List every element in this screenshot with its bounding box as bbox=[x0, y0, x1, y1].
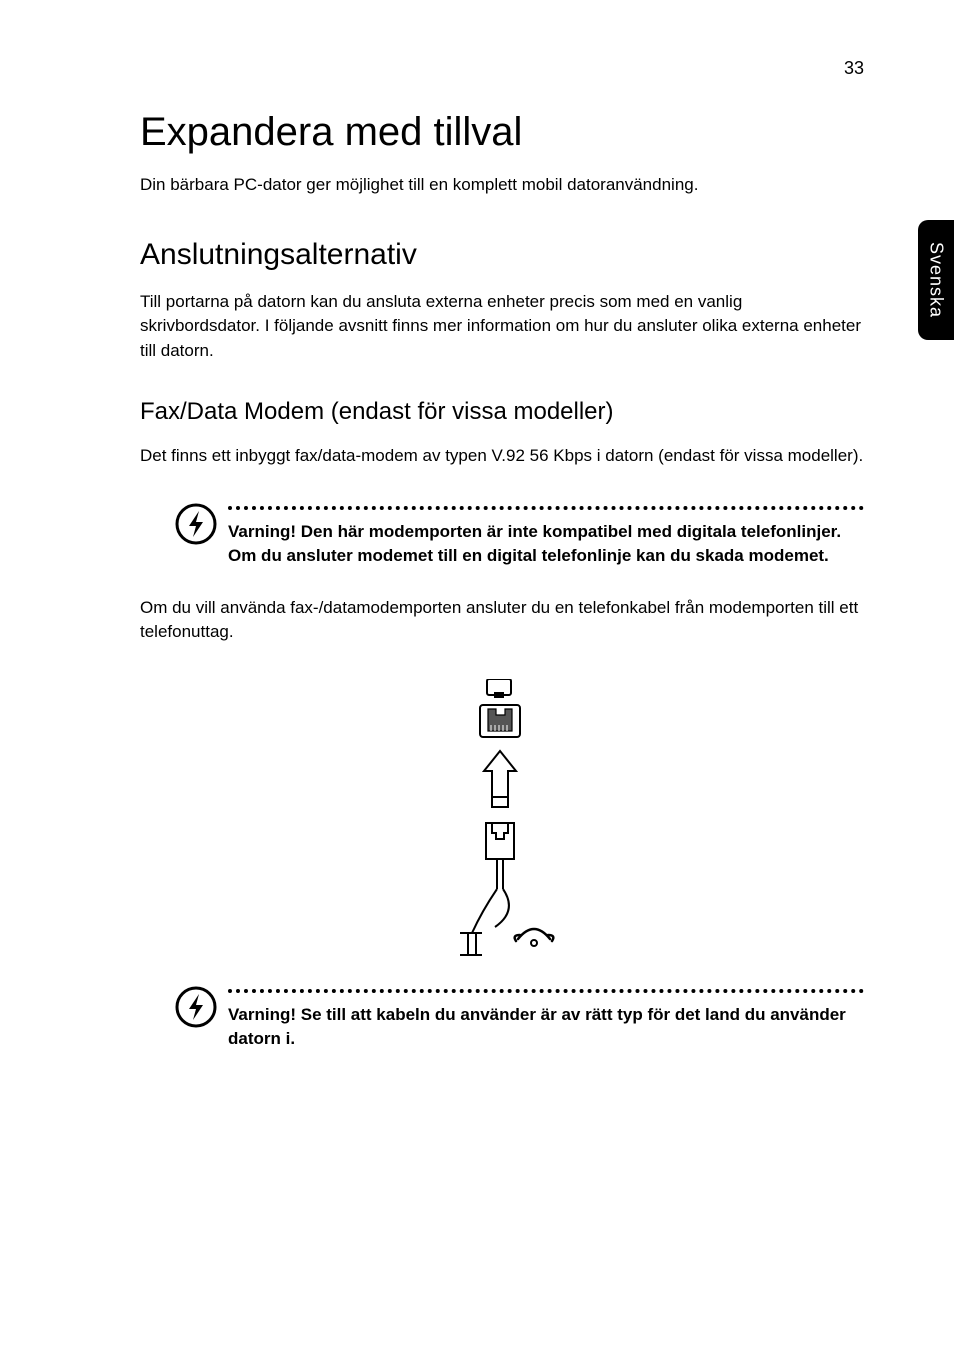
warning-block-1: Varning! Den här modemporten är inte kom… bbox=[174, 502, 864, 568]
dotted-divider bbox=[228, 989, 864, 993]
language-tab-label: Svenska bbox=[926, 242, 947, 318]
page-number: 33 bbox=[844, 58, 864, 79]
page-title: Expandera med tillval bbox=[140, 110, 864, 155]
warning-content-1: Varning! Den här modemporten är inte kom… bbox=[228, 502, 864, 568]
language-tab: Svenska bbox=[918, 220, 954, 340]
section-heading: Anslutningsalternativ bbox=[140, 238, 864, 272]
lightning-icon bbox=[174, 502, 218, 551]
modem-cable-diagram bbox=[140, 679, 864, 969]
document-page: 33 Svenska Expandera med tillval Din bär… bbox=[0, 0, 954, 1119]
lightning-icon bbox=[174, 985, 218, 1034]
warning-content-2: Varning! Se till att kabeln du använder … bbox=[228, 985, 864, 1051]
warning-block-2: Varning! Se till att kabeln du använder … bbox=[174, 985, 864, 1051]
intro-paragraph: Din bärbara PC-dator ger möjlighet till … bbox=[140, 173, 864, 198]
warning-text-1: Varning! Den här modemporten är inte kom… bbox=[228, 520, 864, 568]
body-paragraph-1: Till portarna på datorn kan du ansluta e… bbox=[140, 290, 864, 364]
body-paragraph-2: Det finns ett inbyggt fax/data-modem av … bbox=[140, 444, 864, 469]
body-paragraph-3: Om du vill använda fax-/datamodemporten … bbox=[140, 596, 864, 645]
warning-text-2: Varning! Se till att kabeln du använder … bbox=[228, 1003, 864, 1051]
subsection-heading: Fax/Data Modem (endast för vissa modelle… bbox=[140, 398, 864, 426]
dotted-divider bbox=[228, 506, 864, 510]
